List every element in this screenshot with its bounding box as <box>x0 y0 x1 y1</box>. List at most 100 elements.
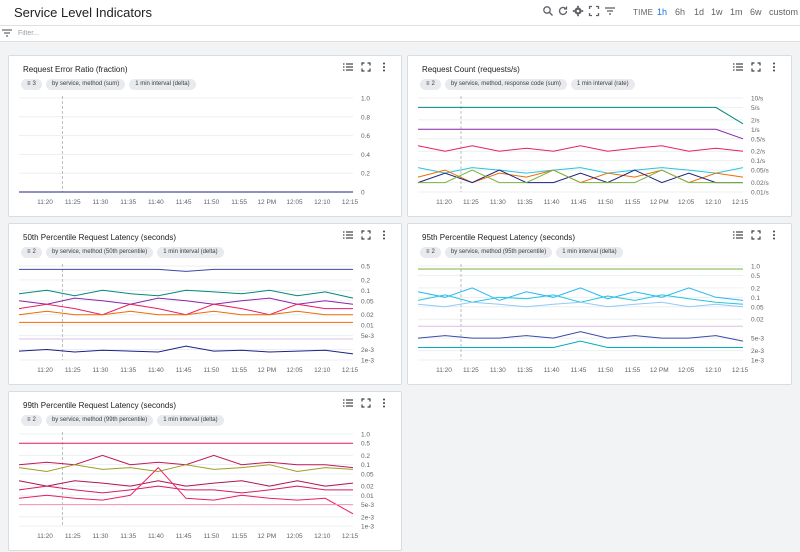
x-tick-label: 12:15 <box>342 367 359 374</box>
x-tick-label: 11:50 <box>598 199 614 206</box>
chip-row: ≡ 2 by service, method (50th percentile) 1 … <box>21 247 224 258</box>
fullscreen-icon[interactable] <box>750 230 761 241</box>
aggregation-chip[interactable]: 1 min interval (delta) <box>157 247 224 258</box>
x-tick-label: 11:25 <box>463 199 479 206</box>
fullscreen-icon[interactable] <box>360 230 371 241</box>
series-line[interactable] <box>418 106 744 125</box>
more-vert-icon[interactable] <box>378 62 389 73</box>
y-tick-label: 2e-3 <box>361 347 374 354</box>
x-tick-label: 11:35 <box>120 533 136 540</box>
series-line[interactable] <box>18 485 353 494</box>
fullscreen-icon[interactable] <box>750 62 761 73</box>
chart-plot[interactable]: 1.0 0.5 0.2 0.1 0.05 0.02 5e-3 2e-3 1e-3 11:20 11:… <box>408 224 791 384</box>
search-icon[interactable] <box>541 5 555 19</box>
more-vert-icon[interactable] <box>378 230 389 241</box>
series-line[interactable] <box>18 310 353 316</box>
x-tick-label: 12:05 <box>286 533 303 540</box>
group-by-chip[interactable]: by service, method (99th percentile) <box>45 415 154 426</box>
filter-count-chip[interactable]: ≡ 2 <box>420 79 441 90</box>
series-line[interactable] <box>18 303 353 316</box>
card-title: Request Count (requests/s) <box>422 65 520 74</box>
chip-label: by service, method (sum) <box>51 81 120 87</box>
aggregation-chip[interactable]: 1 min interval (delta) <box>157 415 224 426</box>
legend-toggle-icon[interactable] <box>342 62 353 73</box>
more-vert-icon[interactable] <box>768 62 779 73</box>
group-by-chip[interactable]: by service, method (50th percentile) <box>45 247 154 258</box>
legend-toggle-icon[interactable] <box>342 398 353 409</box>
series-line[interactable] <box>418 169 743 184</box>
filter-count-chip[interactable]: ≡ 3 <box>21 79 42 90</box>
x-tick-label: 11:35 <box>517 367 533 374</box>
more-vert-icon[interactable] <box>768 230 779 241</box>
chip-row: ≡ 2 by service, method (95th percentile) 1 … <box>420 247 623 258</box>
series-line[interactable] <box>18 466 354 515</box>
series-line[interactable] <box>417 167 744 174</box>
x-tick-label: 12:15 <box>732 199 749 206</box>
filter-count-chip[interactable]: ≡ 2 <box>420 247 441 258</box>
chart-card-latency-p50: 50th Percentile Request Latency (seconds… <box>8 223 402 385</box>
y-tick-label: 1e-3 <box>361 524 374 531</box>
y-tick-label: 0.01 <box>361 493 374 500</box>
x-tick-label: 11:40 <box>544 199 560 206</box>
x-tick-label: 11:30 <box>93 199 109 206</box>
filter-input[interactable] <box>18 27 318 40</box>
aggregation-chip[interactable]: 1 min interval (delta) <box>129 79 196 90</box>
more-vert-icon[interactable] <box>378 398 389 409</box>
series-line[interactable] <box>18 480 354 487</box>
series-line[interactable] <box>19 268 353 272</box>
series-line[interactable] <box>417 301 744 308</box>
fullscreen-icon[interactable] <box>360 62 371 73</box>
filter-list-icon: ≡ <box>27 249 31 255</box>
filter-icon[interactable] <box>1 27 13 39</box>
x-tick-label: 11:50 <box>203 533 219 540</box>
range-1w[interactable]: 1w <box>711 7 723 17</box>
range-6h[interactable]: 6h <box>675 7 686 17</box>
chart-card-error-ratio: Request Error Ratio (fraction) ≡ 3 by servi… <box>8 55 402 217</box>
group-by-chip[interactable]: by service, method, response code (sum) <box>444 79 567 90</box>
group-by-chip[interactable]: by service, method (95th percentile) <box>444 247 553 258</box>
x-tick-label: 11:30 <box>93 533 109 540</box>
chart-plot[interactable]: 10/s 5/s 2/s 1/s 0.5/s 0.2/s 0.1/s 0.05/s 0.02/s… <box>408 56 791 216</box>
legend-toggle-icon[interactable] <box>342 230 353 241</box>
aggregation-chip[interactable]: 1 min interval (rate) <box>570 79 635 90</box>
aggregation-chip[interactable]: 1 min interval (delta) <box>556 247 623 258</box>
series-line[interactable] <box>18 289 354 299</box>
range-1m[interactable]: 1m <box>730 7 743 17</box>
legend-toggle-icon[interactable] <box>732 62 743 73</box>
x-tick-label: 12:15 <box>342 199 359 206</box>
series-line[interactable] <box>418 128 744 140</box>
group-by-chip[interactable]: by service, method (sum) <box>45 79 126 90</box>
range-1d[interactable]: 1d <box>694 7 705 17</box>
settings-icon[interactable] <box>571 5 585 19</box>
filter-list-icon[interactable] <box>603 5 617 19</box>
x-tick-label: 11:25 <box>65 199 81 206</box>
chart-plot[interactable]: 1.0 0.8 0.6 0.4 0.2 0 11:20 11:25 11:30 11:35 11:4… <box>9 56 401 216</box>
chart-plot[interactable]: 0.5 0.2 0.1 0.05 0.02 0.01 5e-3 2e-3 1e-3 11:20 11… <box>9 224 401 384</box>
series-line[interactable] <box>18 345 354 355</box>
y-tick-label: 0.4 <box>361 152 370 159</box>
range-custom[interactable]: custom <box>769 7 799 17</box>
y-tick-label: 0.2/s <box>751 149 766 156</box>
range-1h[interactable]: 1h <box>657 7 668 17</box>
chip-label: 3 <box>32 81 36 87</box>
series-line[interactable] <box>417 287 744 301</box>
fullscreen-icon[interactable] <box>360 398 371 409</box>
range-6w[interactable]: 6w <box>750 7 762 17</box>
top-bar: Service Level Indicators TIME 1h 6h 1d 1… <box>0 0 800 26</box>
filter-count-chip[interactable]: ≡ 2 <box>21 247 42 258</box>
filter-count-chip[interactable]: ≡ 2 <box>21 415 42 426</box>
fullscreen-icon[interactable] <box>587 5 601 19</box>
series-line[interactable] <box>418 340 743 348</box>
legend-toggle-icon[interactable] <box>732 230 743 241</box>
series-line[interactable] <box>417 169 743 184</box>
series-line[interactable] <box>18 464 354 473</box>
x-tick-label: 12:15 <box>732 367 749 374</box>
y-tick-label: 0.02/s <box>751 180 769 187</box>
series-line[interactable] <box>417 145 744 152</box>
series-line[interactable] <box>417 331 744 342</box>
x-tick-label: 11:40 <box>544 367 560 374</box>
x-tick-label: 12:10 <box>314 533 331 540</box>
x-tick-label: 12 PM <box>257 533 276 540</box>
refresh-icon[interactable] <box>556 5 570 19</box>
chart-plot[interactable]: 1.0 0.5 0.2 0.1 0.05 0.02 0.01 5e-3 2e-3 1e-3 11:2… <box>9 392 401 550</box>
